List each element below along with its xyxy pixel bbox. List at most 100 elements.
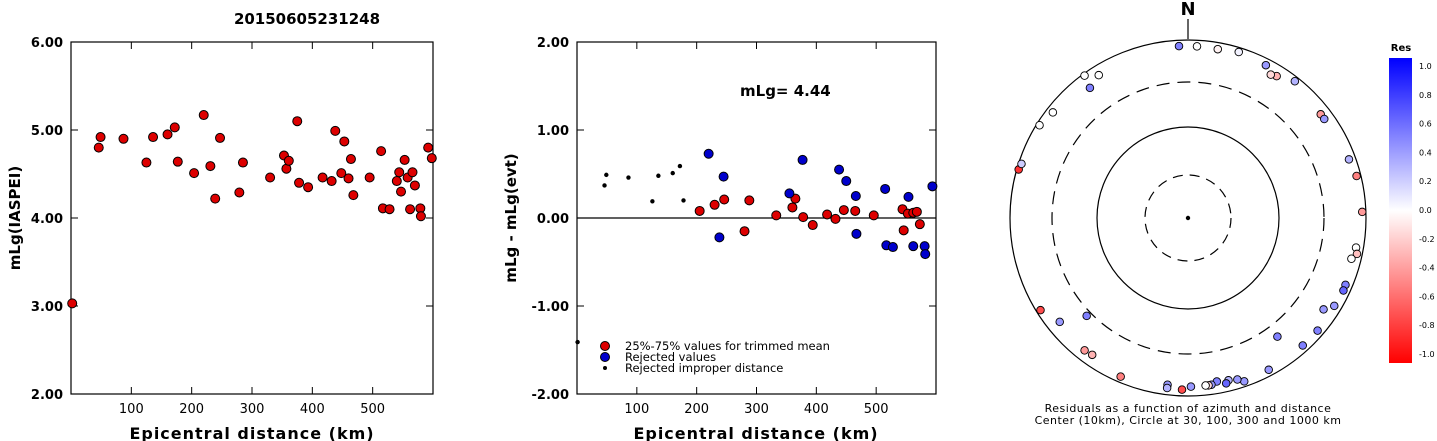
ring-100km [1096, 126, 1280, 310]
data-point [670, 170, 675, 176]
data-point [394, 167, 405, 178]
data-point [409, 180, 420, 191]
figure-title: 20150605231248 [234, 10, 380, 28]
station-point [1273, 332, 1282, 341]
data-point [294, 177, 305, 188]
station-point [1352, 171, 1361, 181]
station-point [1330, 301, 1339, 311]
data-point [626, 175, 631, 180]
y-tick-label: 1.00 [537, 124, 569, 139]
x-tick-label: 300 [744, 402, 769, 417]
data-point [850, 205, 861, 216]
data-point [797, 154, 808, 165]
colorbar-tick-label: 0.4 [1419, 148, 1432, 157]
data-point [343, 173, 354, 184]
colorbar-tick-label: 0.8 [1419, 91, 1432, 100]
x-tick-label: 200 [684, 402, 709, 417]
station-point [1094, 70, 1103, 80]
data-point [677, 163, 683, 169]
data-point [396, 186, 407, 197]
data-point [237, 157, 248, 168]
data-point [719, 194, 730, 205]
data-point [903, 191, 914, 202]
y-tick-label: 5.00 [31, 124, 63, 139]
station-point [1192, 42, 1202, 51]
colorbar-ticks: 1.0 0.8 0.6 0.4 0.2 0.0 -0.2 -0.4 -0.6 -0.8 -1.0 [1419, 62, 1435, 359]
plot-frame [70, 41, 434, 395]
colorbar-tick-label: 0.6 [1419, 120, 1432, 129]
data-point [93, 142, 104, 153]
station-point [1233, 375, 1242, 384]
data-point [830, 213, 841, 224]
colorbar-tick-label: -0.2 [1419, 235, 1435, 244]
data-point [908, 241, 919, 252]
data-point [898, 225, 909, 236]
data-point [148, 132, 159, 143]
station-point [1080, 346, 1089, 355]
colorbar-tick-label: -1.0 [1419, 350, 1435, 359]
data-point [771, 210, 782, 221]
colorbar-tick-label: -0.4 [1419, 264, 1435, 273]
data-point [292, 116, 303, 127]
station-point [1347, 254, 1356, 263]
data-point [650, 199, 655, 204]
data-point [283, 155, 294, 166]
data-point [426, 153, 437, 164]
epicenter-marker [1185, 215, 1191, 221]
station-point [1357, 207, 1367, 217]
colorbar-tick-label: 0.0 [1419, 206, 1432, 215]
data-point [303, 182, 314, 193]
station-point [1035, 120, 1044, 130]
data-point [348, 190, 359, 201]
data-point [405, 204, 416, 215]
data-point [141, 157, 152, 168]
x-axis-ticks: 100 200 300 400 500 [119, 42, 385, 417]
data-point [234, 187, 245, 198]
x-axis-ticks: 100 200 300 400 500 [624, 42, 889, 417]
station-point [1048, 108, 1058, 117]
data-point [169, 122, 180, 133]
station-point [1320, 114, 1329, 124]
data-point [681, 198, 686, 203]
y-tick-label: -1.00 [532, 300, 569, 315]
data-points [67, 110, 437, 309]
data-point [67, 298, 78, 309]
colorbar-gradient [1389, 58, 1412, 363]
legend-label-rejected: Rejected values [625, 350, 716, 364]
data-point [391, 176, 402, 187]
station-point [1261, 60, 1271, 70]
station-point [1174, 41, 1184, 51]
data-point [345, 154, 356, 165]
data-point [834, 164, 845, 175]
colorbar-tick-label: -0.6 [1419, 292, 1435, 301]
y-tick-label: -2.00 [532, 388, 569, 403]
data-point [850, 191, 861, 201]
station-point [1055, 317, 1064, 327]
y-axis-label: mLg - mLg(evt) [502, 153, 520, 282]
north-label: N [1180, 0, 1195, 20]
legend-label-trimmed: 25%-75% values for trimmed mean [625, 339, 830, 353]
magnitude-vs-distance-chart: 2.00 3.00 4.00 5.00 6.00 100 200 300 400 500 mLg… [6, 36, 437, 441]
ring-30km [1144, 174, 1232, 262]
station-point [1319, 305, 1328, 314]
data-point [927, 181, 938, 192]
data-point [364, 172, 375, 183]
station-point [1201, 381, 1210, 390]
x-tick-label: 500 [864, 402, 889, 417]
x-tick-label: 400 [804, 402, 829, 417]
data-point [339, 136, 350, 147]
data-point [602, 183, 607, 188]
data-point [739, 226, 750, 237]
azimuth-distance-residual-map: N Residuals as a function of azimuth and… [1009, 0, 1367, 427]
legend-marker-trimmed [600, 341, 610, 351]
data-point [822, 209, 833, 220]
data-point [718, 171, 729, 182]
colorbar-tick-label: 0.2 [1419, 177, 1432, 186]
data-point [198, 110, 209, 121]
colorbar-tick-label: -0.8 [1419, 321, 1435, 330]
data-point [265, 172, 276, 183]
station-point [1221, 379, 1231, 388]
data-point [709, 199, 720, 210]
y-tick-label: 2.00 [537, 36, 569, 51]
x-axis-label: Epicentral distance (km) [129, 424, 374, 441]
